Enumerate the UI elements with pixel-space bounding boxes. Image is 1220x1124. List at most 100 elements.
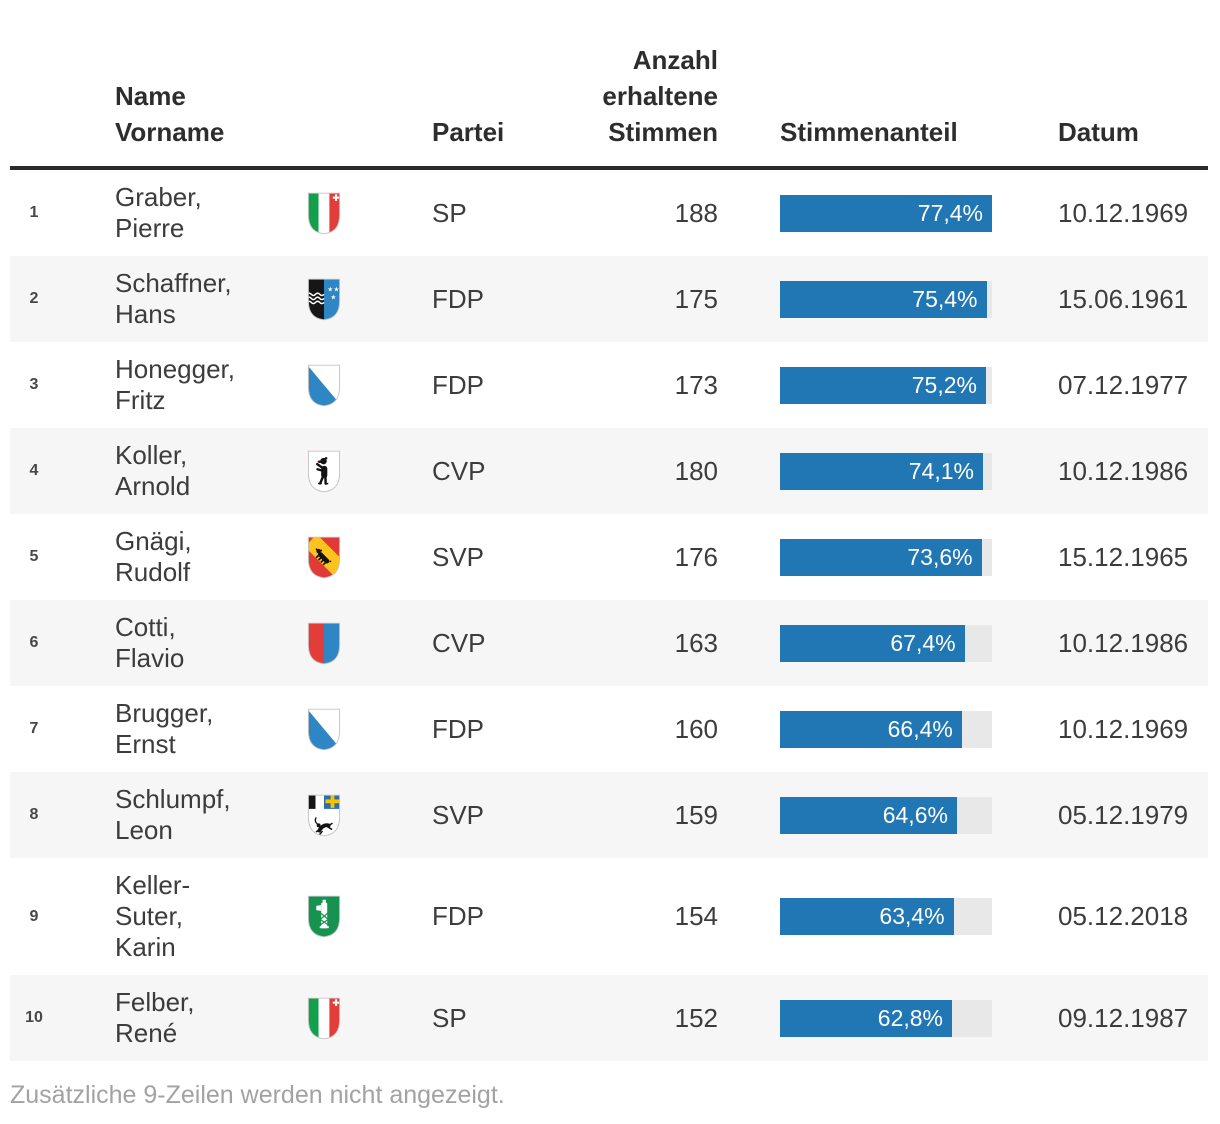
bar-fill: 62,8% [780,999,952,1037]
rank-label: 3 [29,376,39,393]
name-cell: Graber, Pierre [115,182,202,243]
vote-share-bar: 75,2% [780,366,992,404]
header-divider [10,166,1208,170]
vote-share-bar: 64,6% [780,796,992,834]
canton-stgallen-coat-of-arms-icon [307,894,341,939]
bar-track: 75,4% [780,280,992,318]
canton-bern-coat-of-arms-icon [307,535,341,580]
table-row: 6 Cotti, Flavio CVP 163 67,4% 10.12.1986 [10,600,1208,686]
table-row: 2 Schaffner, Hans FDP 175 75,4% 15.06.19… [10,256,1208,342]
table-row: 8 Schlumpf, Leon SVP 159 64,6% 05.12.197… [10,772,1208,858]
name-cell: Schaffner, Hans [115,268,232,329]
vote-share-label: 67,4% [890,629,956,656]
rank-label: 8 [29,806,39,823]
canton-neuchatel-coat-of-arms-icon [307,996,341,1041]
name-cell: Koller, Arnold [115,440,191,501]
vote-share-bar: 75,4% [780,280,992,318]
vote-share-label: 75,4% [912,285,978,312]
date-cell: 10.12.1969 [1058,713,1189,744]
vote-share-bar: 73,6% [780,538,992,576]
votes-cell: 176 [674,541,718,572]
col-header-party: Partei [432,117,505,147]
bar-track: 67,4% [780,624,992,662]
vote-share-label: 75,2% [911,371,977,398]
col-header-name: Name Vorname [115,81,225,147]
table-body: 1 Graber, Pierre SP 188 77,4% 10.12.1969… [10,170,1208,1061]
results-table: Name Vorname Partei Anzahl erhaltene Sti… [10,0,1208,1061]
vote-share-label: 73,6% [907,543,973,570]
votes-cell: 163 [674,627,718,658]
canton-graubuenden-coat-of-arms-icon [307,793,341,838]
table-row: 5 Gnägi, Rudolf SVP 176 73,6% 15.12.1965 [10,514,1208,600]
canton-aargau-coat-of-arms-icon [307,277,341,322]
vote-share-label: 63,4% [879,903,945,929]
rank-label: 5 [29,548,39,565]
bar-track: 73,6% [780,538,992,576]
vote-share-bar: 66,4% [780,710,992,748]
party-cell: CVP [432,455,486,486]
canton-zuerich-coat-of-arms-icon [307,707,341,752]
table-row: 7 Brugger, Ernst FDP 160 66,4% 10.12.196… [10,686,1208,772]
vote-share-bar: 67,4% [780,624,992,662]
vote-share-label: 74,1% [908,457,974,484]
col-header-votes: Anzahl erhaltene Stimmen [602,45,718,147]
bar-fill: 64,6% [780,796,957,834]
table-row: 3 Honegger, Fritz FDP 173 75,2% 07.12.19… [10,342,1208,428]
name-cell: Keller- Suter, Karin [115,870,191,962]
party-cell: CVP [432,627,486,658]
bar-track: 64,6% [780,796,992,834]
vote-share-bar: 77,4% [780,194,992,232]
col-header-date: Datum [1058,117,1139,147]
vote-share-label: 66,4% [887,715,953,742]
bar-track: 63,4% [780,898,992,935]
party-cell: FDP [432,901,484,931]
date-cell: 07.12.1977 [1058,369,1189,400]
rank-label: 4 [29,462,39,479]
canton-appenzell-coat-of-arms-icon [307,449,341,494]
party-cell: SP [432,197,467,228]
name-cell: Gnägi, Rudolf [115,526,192,587]
date-cell: 10.12.1969 [1058,197,1189,228]
votes-cell: 175 [674,283,718,314]
name-cell: Brugger, Ernst [115,698,214,759]
bar-track: 74,1% [780,452,992,490]
vote-share-bar: 62,8% [780,999,992,1037]
date-cell: 05.12.2018 [1058,901,1189,931]
votes-cell: 152 [674,1002,718,1033]
bar-track: 77,4% [780,194,992,232]
bar-fill: 75,4% [780,280,987,318]
name-cell: Schlumpf, Leon [115,784,231,845]
col-header-vote-share: Stimmenanteil [780,117,958,147]
bar-fill: 77,4% [780,194,992,232]
table-header-row: Name Vorname Partei Anzahl erhaltene Sti… [10,0,1208,166]
name-cell: Felber, René [115,987,195,1048]
date-cell: 09.12.1987 [1058,1002,1189,1033]
votes-cell: 173 [674,369,718,400]
vote-share-label: 77,4% [917,199,983,226]
votes-cell: 160 [674,713,718,744]
vote-share-bar: 63,4% [780,898,992,935]
footer-note: Zusätzliche 9-Zeilen werden nicht angeze… [10,1081,505,1109]
name-cell: Cotti, Flavio [115,612,185,673]
party-cell: SVP [432,799,485,830]
date-cell: 10.12.1986 [1058,627,1189,658]
date-cell: 10.12.1986 [1058,455,1189,486]
party-cell: FDP [432,283,484,314]
name-cell: Honegger, Fritz [115,354,235,415]
rank-label: 10 [25,1009,43,1026]
bar-track: 62,8% [780,999,992,1037]
bar-fill: 74,1% [780,452,983,490]
bar-fill: 66,4% [780,710,962,748]
party-cell: SP [432,1002,467,1033]
vote-share-label: 64,6% [882,801,948,828]
canton-zuerich-coat-of-arms-icon [307,363,341,408]
vote-share-bar: 74,1% [780,452,992,490]
rank-label: 9 [29,907,39,925]
rank-label: 1 [29,204,39,221]
party-cell: FDP [432,713,484,744]
bar-fill: 75,2% [780,366,986,404]
bar-fill: 73,6% [780,538,982,576]
date-cell: 15.06.1961 [1058,283,1189,314]
rank-label: 7 [29,720,39,737]
canton-ticino-coat-of-arms-icon [307,621,341,666]
